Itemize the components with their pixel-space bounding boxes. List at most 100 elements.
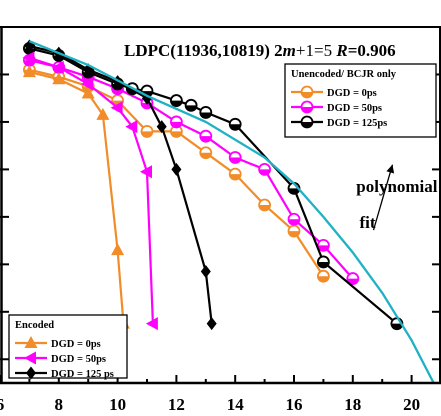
series-2-point-fill — [229, 124, 241, 130]
legend-swatch-marker — [300, 100, 314, 114]
series-1-point — [258, 162, 272, 176]
x-tick-label: 14 — [227, 395, 245, 414]
series-4-point — [125, 120, 138, 134]
series-1-point-fill — [170, 121, 182, 128]
series-4-point — [110, 101, 123, 115]
annotation-fit: fit — [359, 213, 375, 232]
series-1-point-fill — [229, 157, 241, 164]
series-5 — [24, 39, 217, 331]
legend-label: DGD = 50ps — [327, 103, 382, 114]
series-3-point-shape — [52, 72, 66, 85]
legend-swatch-marker — [300, 85, 314, 99]
annotation-polynomial: polynomial — [356, 177, 438, 196]
series-4-point-shape — [145, 317, 158, 331]
series-1-point-fill — [288, 219, 300, 225]
chart-title-part: =0.906 — [348, 41, 396, 60]
series-0-point-fill — [200, 152, 212, 159]
series-0-point — [199, 146, 213, 160]
series-2-point-fill — [288, 188, 300, 194]
series-5-point — [200, 264, 211, 278]
series-5-point — [171, 162, 182, 176]
x-tick-label: 8 — [55, 395, 64, 414]
series-0-point — [258, 198, 272, 212]
legend-swatch-marker-shape — [24, 351, 36, 365]
series-3-point — [81, 86, 95, 99]
series-1-point-fill — [317, 245, 329, 251]
series-3-point-shape — [96, 107, 110, 120]
series-3-point-shape — [81, 86, 95, 99]
series-0-point-fill — [170, 131, 182, 137]
series-0-point-fill — [141, 131, 153, 137]
legend-swatch-marker — [24, 351, 36, 365]
series-4 — [22, 51, 158, 331]
legend-unencoded: Unencoded/ BCJR only DGD = 0ps DGD = 50ps D… — [284, 63, 437, 138]
series-1-point — [287, 212, 301, 226]
series-2-point-fill — [170, 100, 182, 107]
legend-swatch-marker — [26, 366, 36, 380]
series-1-point-fill — [200, 136, 212, 142]
series-5-point-shape — [156, 120, 167, 134]
series-3-line — [29, 71, 125, 324]
chart-title-part: R — [335, 41, 347, 60]
series-3-point — [22, 65, 36, 78]
legend-label: DGD = 0ps — [327, 88, 377, 99]
series-6-line — [28, 40, 435, 383]
series-0-point-fill — [317, 276, 329, 282]
series-1-point — [169, 115, 183, 129]
series-3-point — [111, 243, 125, 256]
x-tick-label: 20 — [403, 395, 420, 414]
series-1-point — [346, 272, 360, 285]
series-1-point — [316, 238, 330, 252]
series-3-point — [52, 72, 66, 85]
series-5-point — [24, 39, 35, 53]
series-4-point — [51, 60, 64, 74]
series-4-point-shape — [125, 120, 138, 134]
legend-swatch-marker-fill — [301, 107, 313, 113]
series-0-point — [140, 125, 154, 138]
series-5-point — [156, 120, 167, 134]
legend-label: DGD = 125ps — [327, 118, 387, 129]
series-1-point-fill — [347, 278, 359, 285]
series-2-point-fill — [317, 261, 329, 268]
series-2-point-fill — [185, 105, 197, 111]
x-tick-label: 12 — [168, 395, 185, 414]
series-5-point-shape — [171, 162, 182, 176]
legend-swatch-marker-shape — [24, 336, 38, 348]
x-tick-label: 6 — [0, 395, 4, 414]
series-2-point — [228, 117, 242, 131]
series-1-point-fill — [112, 88, 124, 95]
series-5-point — [206, 317, 217, 331]
series-2-point — [199, 106, 213, 119]
chart-title-part: LDPC(11936,10819) 2 — [124, 41, 283, 60]
series-2-point — [184, 98, 198, 112]
series-4-point — [22, 51, 35, 65]
series-5-point-shape — [206, 317, 217, 331]
chart-title-part: +1=5 — [296, 41, 336, 60]
series-2-point-fill — [391, 323, 403, 330]
series-0-point — [169, 125, 183, 138]
series-5-point-shape — [24, 39, 35, 53]
x-tick-label: 16 — [286, 395, 303, 414]
chart-title-part: m — [283, 41, 296, 60]
legend-label: DGD = 50ps — [51, 354, 106, 365]
series-4-point-shape — [140, 165, 152, 179]
chart-title: LDPC(11936,10819) 2m+1=5 R=0.906 — [124, 41, 396, 60]
series-4-point-shape — [81, 77, 94, 91]
series-4-point — [81, 77, 94, 91]
x-tick-label: 10 — [109, 395, 126, 414]
legend-label: DGD = 0ps — [51, 339, 101, 350]
series-4-point — [145, 317, 158, 331]
series-3-point — [96, 107, 110, 120]
series-3-point-shape — [111, 243, 125, 256]
series-2-point-fill — [200, 112, 212, 118]
legend-swatch-marker-shape — [26, 366, 36, 380]
series-1-point — [228, 151, 242, 164]
series-6 — [28, 40, 435, 383]
legend-encoded: Encoded DGD = 0ps DGD = 50ps DGD = 125 ps — [8, 314, 128, 380]
series-layer — [22, 39, 435, 383]
x-tick-label: 18 — [344, 395, 361, 414]
series-4-point-shape — [51, 60, 64, 74]
series-0-point — [316, 269, 330, 283]
legend-swatch-marker-fill — [301, 122, 313, 128]
